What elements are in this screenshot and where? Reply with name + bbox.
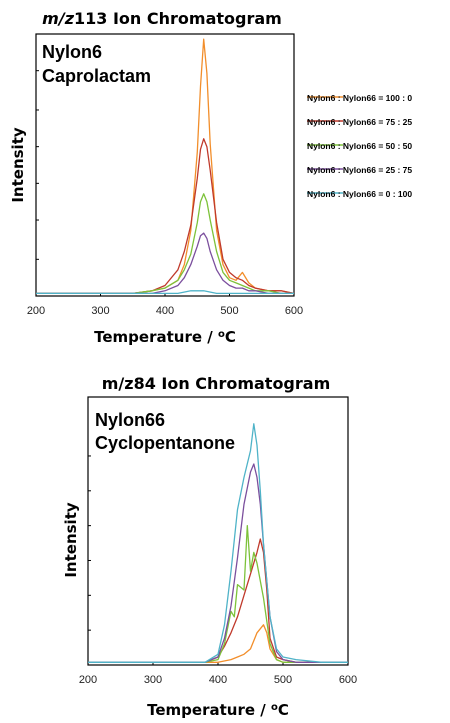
annotation-line-2: Caprolactam bbox=[42, 66, 151, 86]
series-lines bbox=[88, 423, 348, 663]
x-tick-label-2: 400 bbox=[156, 305, 174, 317]
chart-title-rest: m/z84 Ion Chromatogram bbox=[102, 374, 331, 393]
x-tick-label-3: 500 bbox=[274, 674, 292, 686]
series-line-1 bbox=[36, 138, 295, 295]
chart-title: m/z84 Ion Chromatogram bbox=[102, 374, 331, 393]
legend-label-1: Nylon6 : Nylon66 = 75 : 25 bbox=[307, 117, 412, 127]
legend: Nylon6 : Nylon66 = 100 : 0 Nylon6 : Nylon… bbox=[307, 93, 412, 199]
series-line-1 bbox=[88, 538, 348, 663]
x-tick-label-2: 400 bbox=[209, 674, 227, 686]
annotation-line-1: Nylon6 bbox=[42, 42, 102, 62]
series-line-2 bbox=[36, 193, 294, 295]
x-tick-label-4: 600 bbox=[285, 305, 303, 317]
x-tick-label-3: 500 bbox=[220, 305, 238, 317]
series-line-4 bbox=[36, 290, 294, 295]
y-ticks bbox=[88, 455, 91, 631]
x-axis-label: Temperature / oC bbox=[94, 328, 236, 346]
x-axis-label-sup: o bbox=[218, 329, 225, 340]
x-axis-label-text: Temperature / bbox=[94, 328, 218, 346]
x-axis-label: Temperature / oC bbox=[147, 701, 289, 719]
legend-label-3: Nylon6 : Nylon66 = 25 : 75 bbox=[307, 165, 412, 175]
y-axis-label: Intensity bbox=[9, 127, 27, 203]
x-tick-label-4: 600 bbox=[339, 674, 357, 686]
chart-mz84: m/z84 Ion Chromatogram Nylon66 Cyclopent… bbox=[0, 365, 450, 723]
x-axis-label-unit: C bbox=[225, 328, 236, 346]
chart-mz113-svg: m/z113 Ion Chromatogram Nylon6 Caprolact… bbox=[9, 9, 412, 346]
x-axis-label-text: Temperature / bbox=[147, 701, 271, 719]
x-ticks: 200 300 400 500 600 bbox=[27, 293, 303, 317]
x-tick-label-1: 300 bbox=[91, 305, 109, 317]
chart-title-rest: 113 Ion Chromatogram bbox=[74, 9, 282, 28]
x-tick-label-1: 300 bbox=[144, 674, 162, 686]
annotation-line-2: Cyclopentanone bbox=[95, 433, 235, 453]
series-line-2 bbox=[88, 524, 348, 663]
legend-label-4: Nylon6 : Nylon66 = 0 : 100 bbox=[307, 189, 412, 199]
y-ticks bbox=[36, 70, 39, 260]
series-lines bbox=[36, 38, 295, 295]
series-line-3 bbox=[88, 463, 348, 663]
series-line-3 bbox=[36, 232, 294, 295]
y-axis-label: Intensity bbox=[62, 502, 80, 578]
x-axis-label-unit: C bbox=[278, 701, 289, 719]
series-line-4 bbox=[88, 423, 348, 663]
x-tick-label-0: 200 bbox=[79, 674, 97, 686]
chart-mz113: m/z113 Ion Chromatogram Nylon6 Caprolact… bbox=[0, 0, 450, 360]
chart-title: m/z113 Ion Chromatogram bbox=[42, 9, 282, 28]
legend-label-0: Nylon6 : Nylon66 = 100 : 0 bbox=[307, 93, 412, 103]
chart-title-italic: m/z bbox=[42, 9, 75, 28]
legend-label-2: Nylon6 : Nylon66 = 50 : 50 bbox=[307, 141, 412, 151]
annotation-line-1: Nylon66 bbox=[95, 410, 165, 430]
x-tick-label-0: 200 bbox=[27, 305, 45, 317]
chart-mz84-svg: m/z84 Ion Chromatogram Nylon66 Cyclopent… bbox=[62, 374, 357, 719]
x-axis-label-sup: o bbox=[271, 702, 278, 713]
